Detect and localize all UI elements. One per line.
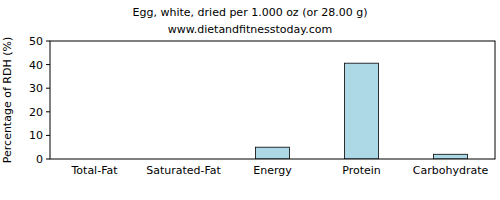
y-tick [46,135,50,136]
y-tick [46,111,50,112]
bar [434,154,468,159]
x-tick-label: Protein [342,164,381,177]
bar [345,63,379,159]
y-tick-label: 30 [29,82,43,95]
y-tick-label: 40 [29,59,43,72]
subtitle: www.dietandfitnesstoday.com [168,23,332,36]
y-tick [46,64,50,65]
y-tick [46,41,50,42]
y-tick [46,88,50,89]
y-axis-label: Percentage of RDH (%) [1,37,14,163]
bar [256,147,290,159]
y-tick-label: 10 [29,129,43,142]
y-tick-label: 50 [29,35,43,48]
chart-container: Egg, white, dried per 1.000 oz (or 28.00… [0,0,500,200]
x-tick-label: Energy [253,164,292,177]
x-tick-label: Total-Fat [70,164,118,177]
x-tick-label: Saturated-Fat [146,164,221,177]
y-tick [46,159,50,160]
bars [256,63,468,159]
title: Egg, white, dried per 1.000 oz (or 28.00… [133,6,368,19]
y-tick-label: 20 [29,106,43,119]
plot-frame [50,41,495,159]
x-tick-label: Carbohydrate [413,164,489,177]
chart: Egg, white, dried per 1.000 oz (or 28.00… [0,0,500,200]
y-tick-label: 0 [36,153,43,166]
